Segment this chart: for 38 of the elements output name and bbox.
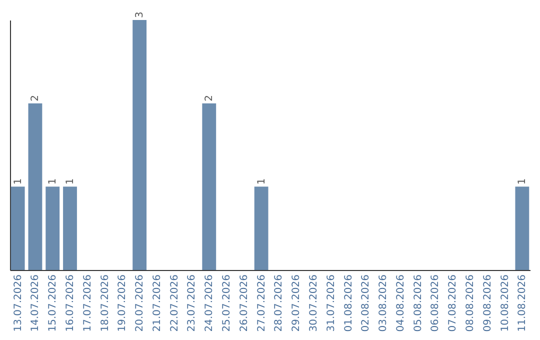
x-tick-label: 11.08.2026 xyxy=(517,274,528,332)
data-label: 1 xyxy=(65,178,76,185)
x-tick-label: 24.07.2026 xyxy=(204,274,216,332)
x-tick-label: 04.08.2026 xyxy=(395,274,406,332)
x-tick-label: 14.07.2026 xyxy=(30,274,42,332)
data-label: 2 xyxy=(30,94,42,102)
x-tick-label: 07.08.2026 xyxy=(448,274,459,332)
x-tick-label: 15.07.2026 xyxy=(48,274,59,332)
x-tick-label: 13.07.2026 xyxy=(12,274,24,332)
x-tick-label: 26.07.2026 xyxy=(238,274,250,332)
x-tick-label: 25.07.2026 xyxy=(222,274,233,332)
x-tick-label: 20.07.2026 xyxy=(134,274,146,332)
x-tick-label: 16.07.2026 xyxy=(65,274,76,332)
x-tick-label: 10.08.2026 xyxy=(500,274,511,332)
x-tick-label: 22.07.2026 xyxy=(169,274,180,332)
x-tick-label: 21.07.2026 xyxy=(152,274,163,332)
x-tick-label: 17.07.2026 xyxy=(82,274,94,332)
data-label: 1 xyxy=(48,178,59,185)
x-tick-label: 05.08.2026 xyxy=(412,274,424,332)
data-label: 2 xyxy=(204,94,216,102)
x-tick-label: 08.08.2026 xyxy=(465,274,476,332)
x-tick-label: 29.07.2026 xyxy=(291,274,302,332)
x-tick-label: 30.07.2026 xyxy=(308,274,320,332)
data-label: 1 xyxy=(256,178,268,185)
x-tick-label: 03.08.2026 xyxy=(378,274,390,332)
x-tick-label: 28.07.2026 xyxy=(274,274,285,332)
x-tick-label: 19.07.2026 xyxy=(117,274,128,332)
x-tick-label: 02.08.2026 xyxy=(360,274,372,332)
x-tick-label: 31.07.2026 xyxy=(326,274,337,332)
x-tick-label: 06.08.2026 xyxy=(430,274,442,332)
x-tick-label: 18.07.2026 xyxy=(100,274,111,332)
data-label: 3 xyxy=(134,12,146,18)
x-tick-label: 27.07.2026 xyxy=(256,274,268,332)
x-tick-label: 09.08.2026 xyxy=(482,274,494,332)
data-label: 1 xyxy=(517,178,528,185)
x-tick-label: 23.07.2026 xyxy=(186,274,198,332)
x-tick-label: 01.08.2026 xyxy=(343,274,354,332)
data-label: 1 xyxy=(12,178,24,185)
